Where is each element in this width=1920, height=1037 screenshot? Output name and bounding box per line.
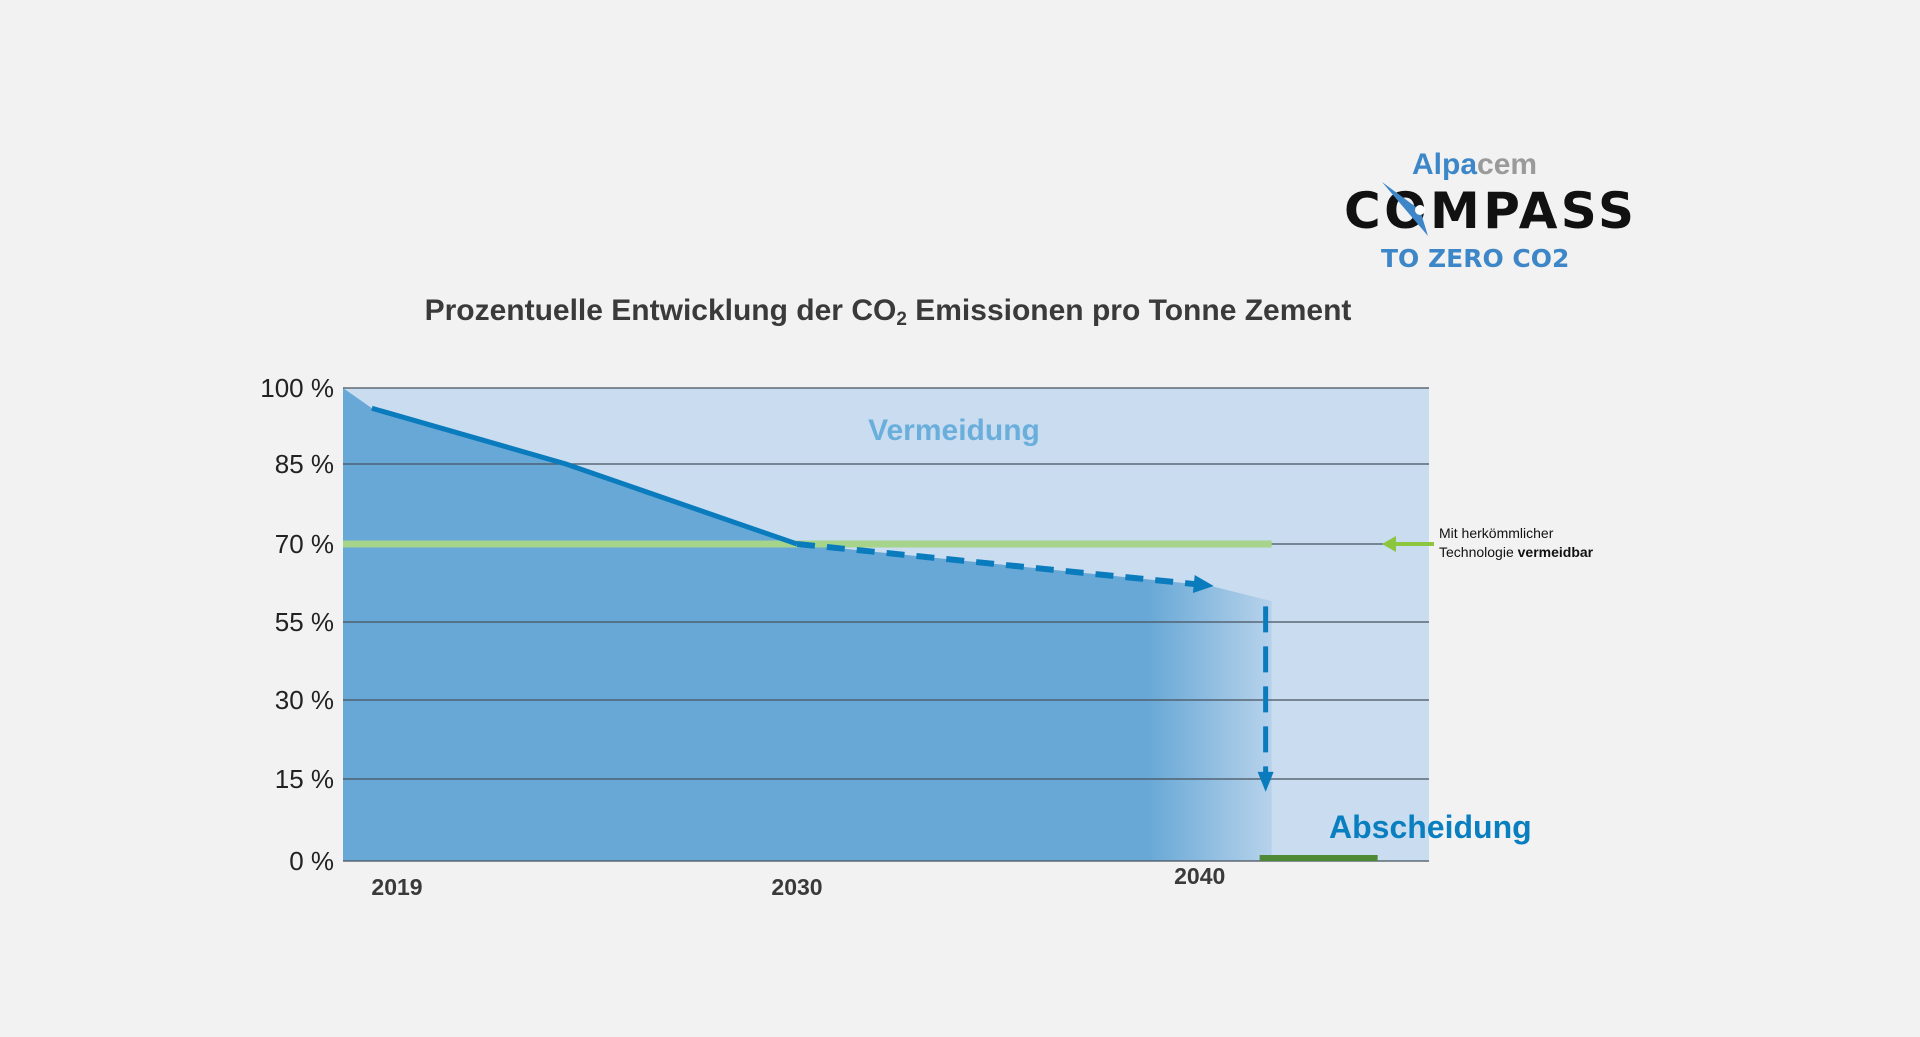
y-tick-label: 15 % [275,764,334,794]
x-tick-label: 2030 [771,874,822,900]
y-tick-label: 0 % [289,846,334,876]
capture-label: Abscheidung [1329,809,1532,845]
compass-needle-icon [1382,182,1428,236]
logo-tagline: TO ZERO CO2 [1381,244,1569,273]
gridlines [343,387,1429,862]
compass-logo: Alpacem COMPASS TO ZERO CO2 [1344,148,1634,273]
y-tick-label: 55 % [275,607,334,637]
x-tick-label: 2040 [1174,863,1225,889]
logo-brand: Alpacem [1412,148,1537,181]
capture-arrowhead-icon [1257,771,1274,792]
y-tick-label: 70 % [275,529,334,559]
x-axis: 2019 2030 2040 [371,863,1225,900]
logo: Alpacem COMPASS TO ZERO CO2 [1340,140,1640,275]
arrowhead-icon [1192,575,1214,593]
avoidance-label: Vermeidung [868,414,1040,447]
y-tick-label: 85 % [275,449,334,479]
capture-bar [1259,855,1378,861]
annotation-line1: Mit herkömmlicher [1439,525,1554,541]
x-tick-label: 2019 [371,874,422,900]
y-tick-label: 100 % [260,373,334,403]
y-axis: 100 % 85 % 70 % 55 % 30 % 15 % 0 % [260,373,334,876]
annotation-arrow-icon [1382,536,1396,552]
chart-title: Prozentuelle Entwicklung der CO2 Emissio… [424,294,1352,330]
y-tick-label: 30 % [275,685,334,715]
annotation-line2: Technologie vermeidbar [1439,544,1594,560]
compass-center-icon [1415,205,1425,215]
reduction-path-solid [371,405,798,547]
reduction-path-dashed [796,541,1197,588]
emissions-area [343,388,1272,861]
